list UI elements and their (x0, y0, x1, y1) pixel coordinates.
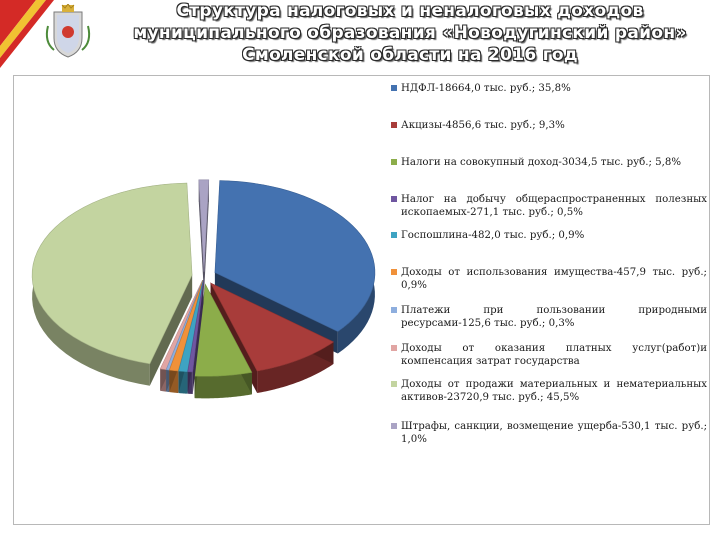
pie-slice-top (209, 282, 335, 372)
page-title: Структура налоговых и неналоговых доходо… (110, 0, 710, 66)
legend-swatch (391, 196, 397, 202)
legend-label: Акцизы-4856,6 тыс. руб.; 9,3% (401, 120, 565, 131)
legend-item: НДФЛ-18664,0 тыс. руб.; 35,8% (389, 82, 707, 95)
pie-slice-top (159, 279, 203, 370)
legend-swatch (391, 159, 397, 165)
pie-slice-top (165, 279, 203, 371)
title-line-2: муниципального образования «Новодугински… (133, 23, 687, 43)
legend-item: Доходы от продажи материальных и нематер… (389, 378, 707, 404)
legend-item: Госпошлина-482,0 тыс. руб.; 0,9% (389, 229, 707, 242)
legend-label: Доходы от продажи материальных и нематер… (401, 379, 707, 403)
title-line-1: Структура налоговых и неналоговых доходо… (176, 1, 644, 21)
pie-slice-top (194, 283, 253, 377)
chart-area: НДФЛ-18664,0 тыс. руб.; 35,8% Акцизы-4856… (13, 75, 710, 525)
pie-slice-top (31, 182, 193, 365)
pie-slice (198, 179, 210, 294)
legend-swatch (391, 345, 397, 351)
legend-item: Акцизы-4856,6 тыс. руб.; 9,3% (389, 119, 707, 132)
pie-chart (31, 179, 376, 399)
flag-ribbon (0, 0, 54, 68)
legend-label: Доходы от использования имущества-457,9 … (401, 267, 707, 291)
pie-slice-top (198, 179, 210, 272)
legend-swatch (391, 423, 397, 429)
legend-item: Налог на добычу общераспространенных пол… (389, 193, 707, 219)
legend-label: Доходы от оказания платных услуг(работ)и… (401, 343, 707, 367)
legend-swatch (391, 381, 397, 387)
pie-slice-edge (149, 275, 193, 386)
pie-slice-top (178, 280, 204, 373)
legend-swatch (391, 122, 397, 128)
pie-slice-edge (198, 179, 204, 294)
title-line-3: Смоленской области на 2016 год (242, 45, 578, 65)
legend-swatch (391, 307, 397, 313)
pie-slice (194, 283, 253, 399)
pie-slice-side (194, 372, 252, 399)
legend-label: НДФЛ-18664,0 тыс. руб.; 35,8% (401, 83, 571, 94)
legend-swatch (391, 85, 397, 91)
pie-slice-top (187, 280, 204, 373)
chart-legend: НДФЛ-18664,0 тыс. руб.; 35,8% Акцизы-4856… (389, 82, 707, 446)
legend-item: Доходы от оказания платных услуг(работ)и… (389, 342, 707, 368)
legend-label: Платежи при пользовании природными ресур… (401, 305, 707, 329)
legend-item: Налоги на совокупный доход-3034,5 тыс. р… (389, 156, 707, 169)
legend-label: Штрафы, санкции, возмещение ущерба-530,1… (401, 421, 707, 445)
legend-label: Налоги на совокупный доход-3034,5 тыс. р… (401, 157, 682, 168)
coat-of-arms-icon (45, 4, 91, 58)
legend-swatch (391, 269, 397, 275)
pie-slice-top (168, 280, 204, 372)
legend-item: Платежи при пользовании природными ресур… (389, 304, 707, 330)
pie-slice-top (214, 180, 376, 332)
legend-swatch (391, 232, 397, 238)
legend-label: Налог на добычу общераспространенных пол… (401, 194, 707, 218)
legend-label: Госпошлина-482,0 тыс. руб.; 0,9% (401, 230, 585, 241)
legend-item: Доходы от использования имущества-457,9 … (389, 266, 707, 292)
pie-slice (187, 280, 204, 394)
legend-item: Штрафы, санкции, возмещение ущерба-530,1… (389, 420, 707, 446)
pie-slice (31, 182, 193, 386)
